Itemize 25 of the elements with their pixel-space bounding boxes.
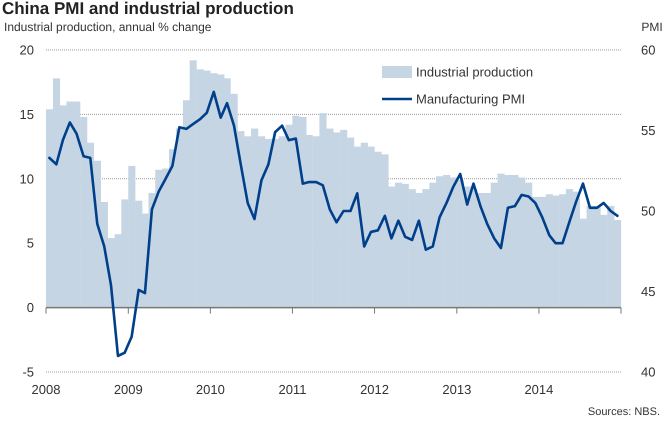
x-tick-label: 2008 xyxy=(32,382,60,397)
x-tick-label: 2012 xyxy=(360,382,389,397)
y-axis-title: Industrial production, annual % change xyxy=(4,20,212,34)
y2-tick-label: 50 xyxy=(641,204,656,218)
source-note: Sources: NBS. xyxy=(588,406,660,418)
x-tick-label: 2010 xyxy=(196,382,225,397)
y2-tick-label: 60 xyxy=(641,42,656,58)
y-tick-label: 10 xyxy=(20,171,34,186)
chart-title: China PMI and industrial production xyxy=(2,0,294,18)
y-tick-label: 5 xyxy=(26,236,34,251)
x-tick-label: 2013 xyxy=(442,382,472,397)
line-series xyxy=(48,90,619,358)
legend-label: Manufacturing PMI xyxy=(416,92,526,106)
y2-tick-label: 45 xyxy=(641,284,656,299)
x-tick-label: 2011 xyxy=(278,382,306,397)
y-tick-label: -5 xyxy=(22,364,34,380)
y2-tick-label: 55 xyxy=(641,123,656,138)
y-tick-label: 20 xyxy=(20,42,34,58)
y2-axis-title: PMI xyxy=(641,20,663,34)
y-tick-label: 15 xyxy=(20,106,34,122)
y2-tick-label: 40 xyxy=(641,364,656,380)
y-tick-label: 0 xyxy=(26,300,34,316)
x-tick-label: 2009 xyxy=(114,382,143,397)
legend-label: Industrial production xyxy=(416,64,534,80)
x-tick-label: 2014 xyxy=(524,382,554,397)
